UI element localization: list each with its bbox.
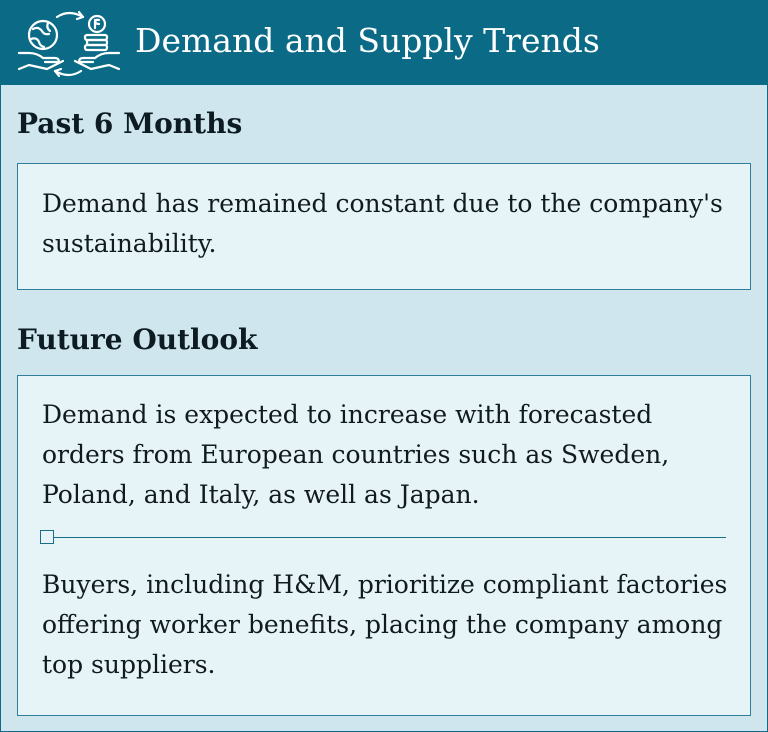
section-title-future-outlook: Future Outlook xyxy=(17,323,258,356)
panel-header: Demand and Supply Trends xyxy=(1,1,767,85)
paragraph-divider xyxy=(50,537,726,538)
future-outlook-box: Demand is expected to increase with fore… xyxy=(17,375,751,716)
divider-marker xyxy=(40,530,54,544)
future-outlook-text-1: Demand is expected to increase with fore… xyxy=(42,400,670,509)
demand-supply-hands-icon xyxy=(17,10,121,78)
past-6-months-box: Demand has remained constant due to the … xyxy=(17,163,751,290)
panel-title: Demand and Supply Trends xyxy=(135,21,600,60)
section-title-past-6-months: Past 6 Months xyxy=(17,107,243,140)
future-outlook-text-2: Buyers, including H&M, prioritize compli… xyxy=(42,570,728,679)
past-6-months-text: Demand has remained constant due to the … xyxy=(42,189,723,258)
